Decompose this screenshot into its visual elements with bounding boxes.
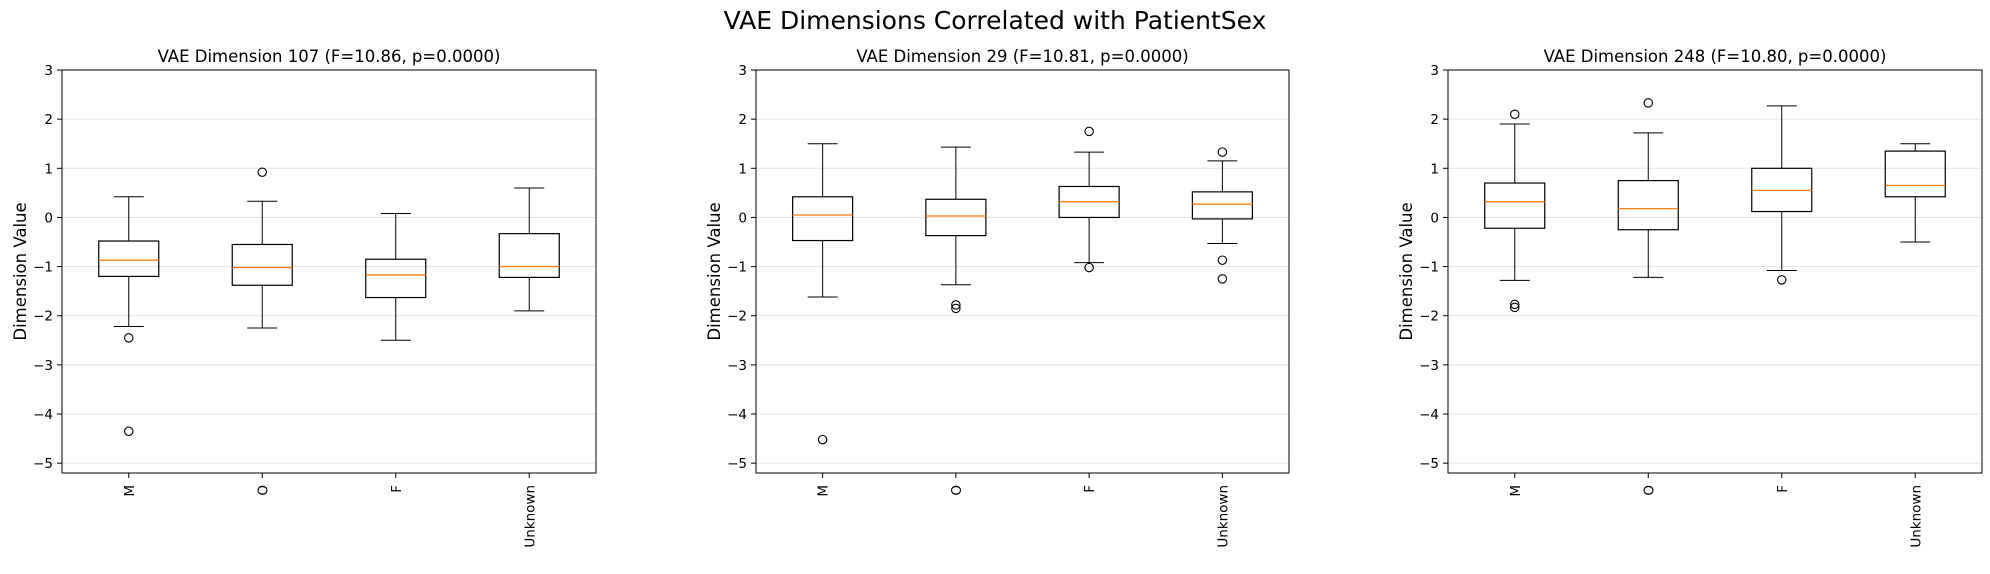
outlier-point — [1217, 255, 1228, 265]
y-tick-label: 2 — [1430, 112, 1439, 128]
y-tick-label: −3 — [1419, 358, 1439, 374]
x-tick-label: M — [122, 485, 138, 497]
box-f — [1751, 105, 1813, 285]
outlier-point — [817, 434, 828, 445]
y-tick-label: −4 — [1419, 407, 1439, 423]
outlier-point — [1084, 262, 1094, 273]
x-tick-label: F — [1082, 485, 1098, 493]
box-m — [1484, 109, 1546, 313]
x-tick-label: F — [1775, 485, 1791, 493]
y-tick-label: −1 — [727, 260, 747, 276]
iqr-box — [1484, 182, 1546, 229]
y-tick-label: −1 — [33, 260, 53, 276]
y-tick-label: −5 — [33, 456, 53, 472]
y-tick-label: 3 — [738, 63, 747, 79]
y-tick-label: −5 — [727, 456, 747, 472]
plot-area-frame — [1447, 69, 1983, 474]
panel-title: VAE Dimension 248 (F=10.80, p=0.0000) — [1544, 47, 1887, 66]
y-tick-label: 1 — [1430, 161, 1439, 177]
box-f — [1058, 126, 1120, 273]
box-unknown — [1884, 143, 1946, 243]
y-tick-label: 3 — [1430, 63, 1439, 79]
box-f — [365, 213, 427, 341]
x-tick-label: F — [389, 485, 405, 493]
y-tick-label: −2 — [727, 309, 747, 325]
outlier-point — [951, 300, 961, 310]
iqr-box — [792, 196, 854, 242]
panel-title: VAE Dimension 107 (F=10.86, p=0.0000) — [158, 47, 501, 66]
box-o — [231, 167, 293, 329]
y-tick-label: −4 — [33, 407, 53, 423]
iqr-box — [925, 198, 987, 237]
y-tick-label: 1 — [44, 161, 53, 177]
outlier-point — [1217, 274, 1228, 284]
x-tick-label: M — [816, 485, 832, 497]
y-tick-label: −1 — [1419, 260, 1439, 276]
outlier-point — [1777, 275, 1787, 285]
y-tick-label: −5 — [1419, 456, 1439, 472]
iqr-box — [365, 258, 427, 299]
y-tick-label: 1 — [738, 161, 747, 177]
y-tick-label: 0 — [738, 210, 747, 226]
outlier-point — [1510, 299, 1520, 310]
outlier-point — [1217, 147, 1228, 157]
outlier-point — [1510, 109, 1520, 119]
iqr-box — [1884, 150, 1946, 198]
x-tick-label: M — [1508, 485, 1524, 497]
outlier-point — [951, 303, 961, 314]
outlier-point — [1510, 302, 1520, 313]
box-unknown — [1191, 147, 1253, 284]
iqr-box — [1617, 179, 1679, 231]
outlier-point — [124, 426, 134, 436]
x-tick-label: O — [949, 485, 965, 496]
box-o — [1617, 98, 1679, 278]
box-o — [925, 146, 987, 314]
x-tick-label: O — [255, 485, 271, 496]
y-tick-label: 2 — [44, 112, 53, 128]
x-tick-label: O — [1641, 485, 1657, 496]
y-axis-label: Dimension Value — [705, 202, 724, 340]
outlier-point — [257, 167, 267, 177]
outlier-point — [1643, 98, 1654, 108]
boxplot-panel-2: VAE Dimension 29 (F=10.81, p=0.0000) −5 −4… — [705, 47, 1290, 548]
iqr-box — [498, 233, 560, 278]
y-tick-label: −2 — [33, 309, 53, 325]
outlier-point — [124, 333, 134, 343]
y-tick-label: 2 — [738, 112, 747, 128]
y-axis-label: Dimension Value — [11, 202, 30, 340]
iqr-box — [1191, 191, 1253, 220]
y-tick-label: −4 — [727, 407, 747, 423]
y-tick-label: 0 — [1430, 210, 1439, 226]
outlier-point — [1084, 126, 1094, 137]
box-m — [98, 196, 160, 436]
y-tick-label: −3 — [33, 358, 53, 374]
y-tick-label: 3 — [44, 63, 53, 79]
y-axis-label: Dimension Value — [1397, 202, 1416, 340]
boxplot-panel-1: VAE Dimension 107 (F=10.86, p=0.0000) −5 −… — [11, 47, 597, 548]
y-tick-label: −3 — [727, 358, 747, 374]
x-tick-label: Unknown — [1215, 485, 1231, 548]
box-m — [792, 143, 854, 445]
iqr-box — [98, 240, 160, 278]
box-unknown — [498, 187, 560, 312]
iqr-box — [231, 243, 293, 286]
plot-area-frame — [61, 69, 597, 474]
plot-area-frame — [755, 69, 1290, 474]
y-tick-label: 0 — [44, 210, 53, 226]
boxplot-panel-3: VAE Dimension 248 (F=10.80, p=0.0000) −5 −… — [1397, 47, 1983, 548]
y-tick-label: −2 — [1419, 309, 1439, 325]
x-tick-label: Unknown — [522, 485, 538, 548]
x-tick-label: Unknown — [1908, 485, 1924, 548]
panel-title: VAE Dimension 29 (F=10.81, p=0.0000) — [856, 47, 1188, 66]
figure-title: VAE Dimensions Correlated with PatientSe… — [724, 6, 1267, 35]
